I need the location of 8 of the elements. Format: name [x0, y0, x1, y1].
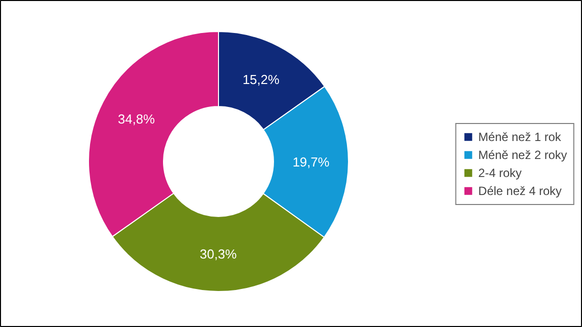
data-label: 30,3%	[200, 246, 238, 262]
legend-label: Déle než 4 roky	[478, 184, 562, 198]
legend-label: Méně než 1 rok	[478, 130, 561, 144]
data-label: 19,7%	[292, 154, 330, 170]
data-label: 34,8%	[118, 111, 156, 126]
legend-label: Méně než 2 roky	[478, 148, 567, 162]
legend-label: 2-4 roky	[478, 166, 522, 180]
data-label: 15,2%	[242, 72, 280, 87]
